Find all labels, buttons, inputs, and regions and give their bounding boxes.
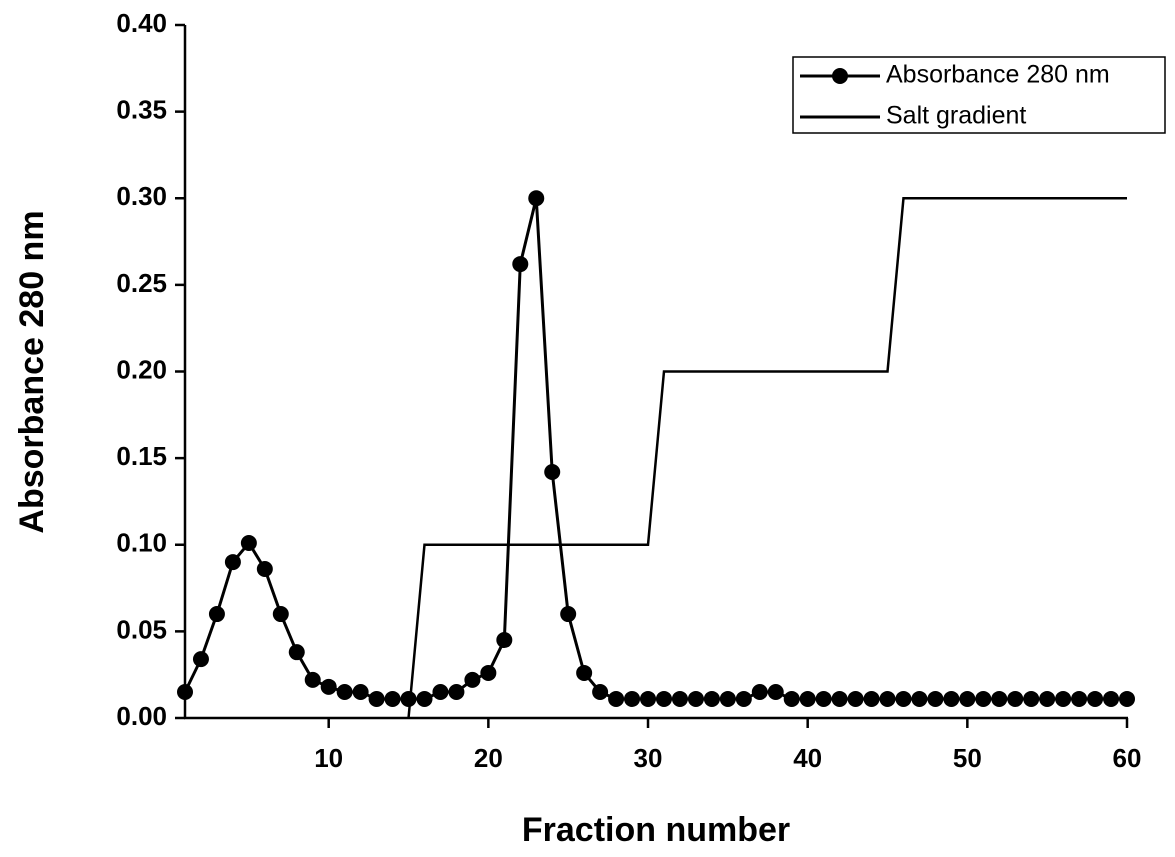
data-point <box>1055 690 1072 707</box>
data-point <box>384 690 401 707</box>
data-point <box>1119 690 1135 707</box>
series-line <box>407 197 1127 719</box>
data-point <box>416 690 433 707</box>
y-tick-label: 0.10 <box>116 528 167 558</box>
y-tick-label: 0.00 <box>116 701 167 731</box>
x-tick-label: 40 <box>793 743 822 773</box>
y-tick-label: 0.40 <box>116 8 167 38</box>
data-point <box>1103 690 1120 707</box>
data-point <box>863 690 880 707</box>
legend-marker <box>832 68 848 84</box>
data-point <box>224 554 241 571</box>
data-point <box>624 690 641 707</box>
data-point <box>671 690 688 707</box>
data-point <box>288 644 305 661</box>
data-point <box>831 690 848 707</box>
data-point <box>528 190 545 207</box>
data-point <box>815 690 832 707</box>
data-point <box>959 690 976 707</box>
data-point <box>751 684 768 701</box>
data-point <box>608 690 625 707</box>
x-tick-label: 50 <box>953 743 982 773</box>
data-point <box>304 671 321 688</box>
data-point <box>1039 690 1056 707</box>
x-tick-label: 10 <box>314 743 343 773</box>
data-point <box>240 535 257 552</box>
y-axis-label: Absorbance 280 nm <box>13 210 51 533</box>
data-point <box>256 561 273 578</box>
data-point <box>1071 690 1088 707</box>
y-tick-label: 0.25 <box>116 268 167 298</box>
data-point <box>336 684 353 701</box>
x-tick-label: 20 <box>474 743 503 773</box>
data-point <box>432 684 449 701</box>
data-point <box>592 684 609 701</box>
data-point <box>352 684 369 701</box>
data-point <box>799 690 816 707</box>
data-point <box>703 690 720 707</box>
data-point <box>927 690 944 707</box>
data-point <box>368 690 385 707</box>
data-point <box>448 684 465 701</box>
data-point <box>177 684 193 701</box>
data-point <box>496 632 513 649</box>
data-point <box>911 690 928 707</box>
legend <box>792 56 1166 134</box>
x-tick-label: 30 <box>634 743 663 773</box>
y-tick-label: 0.05 <box>116 614 167 644</box>
data-point <box>879 690 896 707</box>
data-point <box>464 671 481 688</box>
data-point <box>560 606 577 623</box>
data-point <box>400 690 417 707</box>
data-point <box>544 463 561 480</box>
data-point <box>1007 690 1024 707</box>
legend-label: Salt gradient <box>886 102 1026 130</box>
data-point <box>192 651 209 668</box>
y-tick-label: 0.20 <box>116 354 167 384</box>
data-point <box>655 690 672 707</box>
data-point <box>640 690 657 707</box>
data-point <box>783 690 800 707</box>
x-axis-label: Fraction number <box>522 811 790 849</box>
data-point <box>272 606 289 623</box>
data-point <box>847 690 864 707</box>
y-tick-label: 0.30 <box>116 181 167 211</box>
data-point <box>1023 690 1040 707</box>
data-point <box>767 684 784 701</box>
data-point <box>320 678 337 695</box>
data-point <box>1087 690 1104 707</box>
data-point <box>975 690 992 707</box>
data-point <box>895 690 912 707</box>
data-point <box>735 690 752 707</box>
legend-label: Absorbance 280 nm <box>886 61 1110 89</box>
x-tick-label: 60 <box>1113 743 1142 773</box>
data-point <box>991 690 1008 707</box>
data-point <box>480 664 497 681</box>
y-tick-label: 0.35 <box>116 95 167 125</box>
data-point <box>576 664 593 681</box>
data-point <box>943 690 960 707</box>
y-tick-label: 0.15 <box>116 441 167 471</box>
data-point <box>687 690 704 707</box>
data-point <box>512 256 529 273</box>
data-point <box>208 606 225 623</box>
data-point <box>719 690 736 707</box>
